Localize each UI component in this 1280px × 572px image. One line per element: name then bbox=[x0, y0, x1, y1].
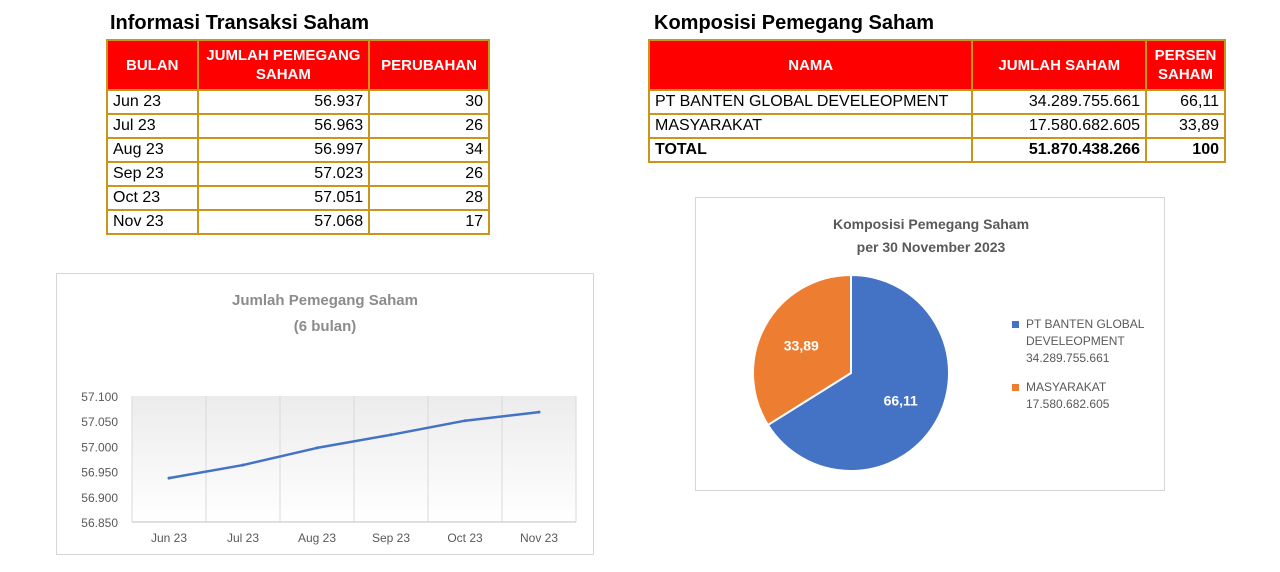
legend-item-pt-banten: PT BANTEN GLOBAL DEVELEOPMENT 34.289.755… bbox=[1012, 316, 1162, 367]
cell-nama: MASYARAKAT bbox=[647, 113, 974, 139]
table-row: PT BANTEN GLOBAL DEVELEOPMENT 34.289.755… bbox=[647, 89, 1226, 115]
cell-perubahan: 34 bbox=[368, 137, 490, 163]
x-tick-label: Nov 23 bbox=[520, 531, 558, 545]
cell-jumlah: 57.023 bbox=[196, 161, 371, 187]
pie-slice-label: 66,11 bbox=[884, 393, 918, 409]
header-nama: NAMA bbox=[647, 39, 974, 91]
y-tick-label: 57.050 bbox=[81, 415, 118, 429]
legend-swatch bbox=[1012, 384, 1019, 391]
legend-label: PT BANTEN GLOBAL bbox=[1026, 317, 1145, 331]
legend-item-masyarakat: MASYARAKAT 17.580.682.605 bbox=[1012, 379, 1162, 413]
legend-value: 17.580.682.605 bbox=[1026, 397, 1110, 411]
line-chart-title: Jumlah Pemegang Saham bbox=[232, 292, 418, 309]
legend-label: MASYARAKAT bbox=[1026, 380, 1107, 394]
legend-label: DEVELEOPMENT bbox=[1026, 334, 1125, 348]
komposisi-table: NAMA JUMLAH SAHAM PERSEN SAHAM PT BANTEN… bbox=[647, 39, 1226, 163]
cell-nama: PT BANTEN GLOBAL DEVELEOPMENT bbox=[647, 89, 974, 115]
cell-perubahan: 28 bbox=[368, 185, 490, 211]
cell-jumlah: 57.068 bbox=[196, 209, 371, 235]
transaksi-table: BULAN JUMLAH PEMEGANG SAHAM PERUBAHAN Ju… bbox=[106, 39, 490, 235]
cell-perubahan: 30 bbox=[368, 89, 490, 115]
header-jumlah-pemegang: JUMLAH PEMEGANG SAHAM bbox=[196, 39, 371, 91]
x-tick-label: Oct 23 bbox=[447, 531, 483, 545]
pie-chart-title: Komposisi Pemegang Saham bbox=[833, 216, 1029, 232]
cell-jumlah-saham: 17.580.682.605 bbox=[971, 113, 1148, 139]
x-tick-label: Jun 23 bbox=[151, 531, 187, 545]
total-label: TOTAL bbox=[647, 137, 974, 163]
header-jumlah-saham: JUMLAH SAHAM bbox=[971, 39, 1148, 91]
cell-jumlah: 57.051 bbox=[196, 185, 371, 211]
header-persen-saham: PERSEN SAHAM bbox=[1145, 39, 1226, 91]
komposisi-title: Komposisi Pemegang Saham bbox=[654, 12, 935, 34]
cell-jumlah: 56.963 bbox=[196, 113, 371, 139]
y-tick-label: 56.900 bbox=[81, 491, 118, 505]
cell-jumlah: 56.997 bbox=[196, 137, 371, 163]
cell-persen: 66,11 bbox=[1145, 89, 1226, 115]
komposisi-header-row: NAMA JUMLAH SAHAM PERSEN SAHAM bbox=[647, 39, 1226, 91]
pie-slice-label: 33,89 bbox=[784, 337, 819, 353]
cell-jumlah-saham: 34.289.755.661 bbox=[971, 89, 1148, 115]
line-chart-box: Jumlah Pemegang Saham (6 bulan) 56.850 56… bbox=[56, 273, 594, 555]
data-point bbox=[389, 433, 393, 437]
data-point bbox=[537, 410, 541, 414]
transaksi-title: Informasi Transaksi Saham bbox=[110, 12, 370, 34]
table-row: Aug 23 56.997 34 bbox=[106, 137, 490, 163]
total-persen: 100 bbox=[1145, 137, 1226, 163]
legend-swatch bbox=[1012, 321, 1019, 328]
cell-perubahan: 26 bbox=[368, 113, 490, 139]
cell-persen: 33,89 bbox=[1145, 113, 1226, 139]
table-row: Oct 23 57.051 28 bbox=[106, 185, 490, 211]
transaksi-header-row: BULAN JUMLAH PEMEGANG SAHAM PERUBAHAN bbox=[106, 39, 490, 91]
table-row: Sep 23 57.023 26 bbox=[106, 161, 490, 187]
pie-slice bbox=[766, 273, 950, 472]
total-jumlah: 51.870.438.266 bbox=[971, 137, 1148, 163]
y-tick-label: 57.000 bbox=[81, 440, 118, 454]
cell-bulan: Jun 23 bbox=[106, 89, 199, 115]
cell-perubahan: 17 bbox=[368, 209, 490, 235]
line-chart-subtitle: (6 bulan) bbox=[294, 318, 357, 335]
pie-chart-subtitle: per 30 November 2023 bbox=[857, 239, 1006, 255]
data-point bbox=[315, 446, 319, 450]
data-point bbox=[463, 419, 467, 423]
table-row: Jul 23 56.963 26 bbox=[106, 113, 490, 139]
cell-bulan: Jul 23 bbox=[106, 113, 199, 139]
pie-legend: PT BANTEN GLOBAL DEVELEOPMENT 34.289.755… bbox=[1012, 316, 1162, 425]
x-tick-label: Sep 23 bbox=[372, 531, 410, 545]
pie-chart: Komposisi Pemegang Saham per 30 November… bbox=[752, 216, 1029, 472]
line-chart: Jumlah Pemegang Saham (6 bulan) 56.850 56… bbox=[81, 292, 577, 545]
table-row: Nov 23 57.068 17 bbox=[106, 209, 490, 235]
pie-chart-box: Komposisi Pemegang Saham per 30 November… bbox=[695, 197, 1165, 491]
table-row: MASYARAKAT 17.580.682.605 33,89 bbox=[647, 113, 1226, 139]
header-bulan: BULAN bbox=[106, 39, 199, 91]
header-perubahan: PERUBAHAN bbox=[368, 39, 490, 91]
table-row: Jun 23 56.937 30 bbox=[106, 89, 490, 115]
series-line bbox=[168, 410, 540, 480]
total-row: TOTAL 51.870.438.266 100 bbox=[647, 137, 1226, 163]
cell-bulan: Nov 23 bbox=[106, 209, 199, 235]
legend-value: 34.289.755.661 bbox=[1026, 351, 1110, 365]
cell-bulan: Oct 23 bbox=[106, 185, 199, 211]
y-tick-label: 56.950 bbox=[81, 466, 118, 480]
y-tick-label: 57.100 bbox=[81, 390, 118, 404]
pie-slice bbox=[752, 273, 852, 427]
cell-perubahan: 26 bbox=[368, 161, 490, 187]
cell-jumlah: 56.937 bbox=[196, 89, 371, 115]
cell-bulan: Sep 23 bbox=[106, 161, 199, 187]
data-point bbox=[167, 476, 171, 480]
x-tick-label: Aug 23 bbox=[298, 531, 336, 545]
data-point bbox=[241, 463, 245, 467]
x-tick-label: Jul 23 bbox=[227, 531, 259, 545]
cell-bulan: Aug 23 bbox=[106, 137, 199, 163]
y-tick-label: 56.850 bbox=[81, 516, 118, 530]
